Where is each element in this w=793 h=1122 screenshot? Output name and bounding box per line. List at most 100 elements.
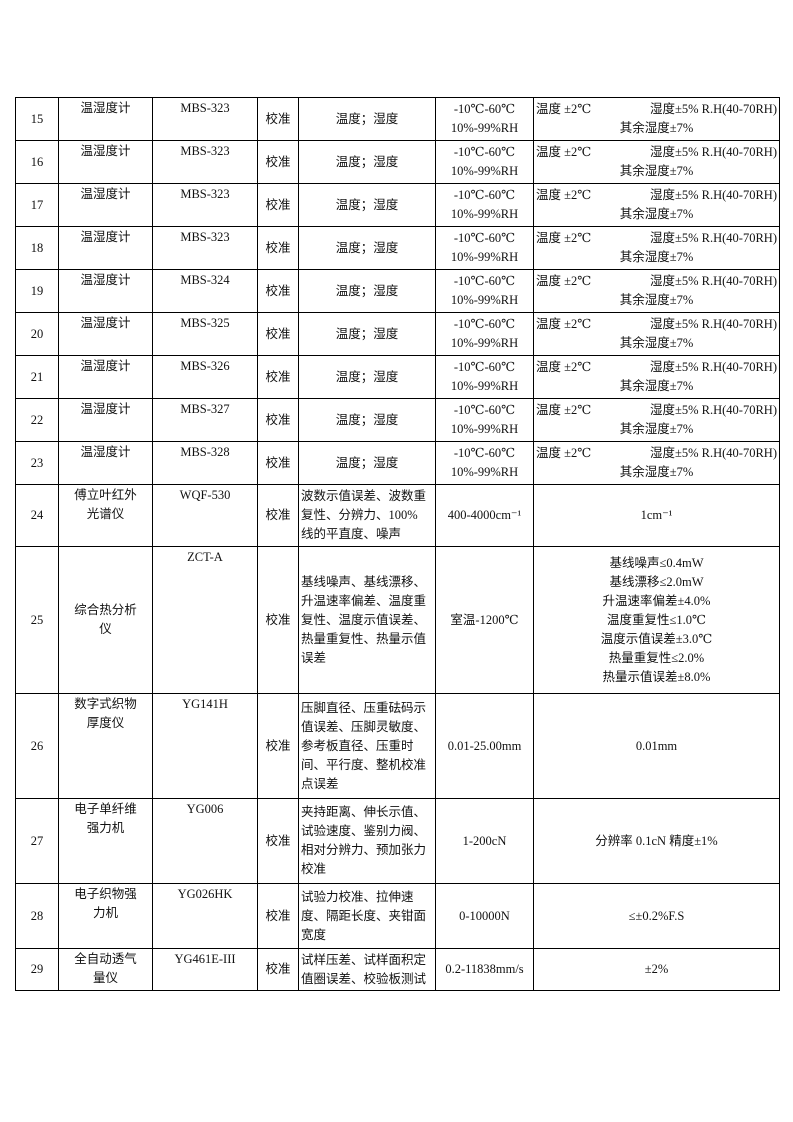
line: 28 (30, 908, 44, 923)
line: MBS-323 (180, 144, 230, 158)
cell-method: 校准 (257, 140, 299, 184)
line: 试验力校准、拉伸速 (301, 889, 414, 904)
cell-name: 综合热分析仪 (58, 546, 153, 694)
line: 力机 (92, 906, 118, 920)
line: 其余湿度±7% (619, 336, 694, 350)
line: 1cm⁻¹ (640, 508, 673, 522)
cell-params: 波数示值误差、波数重 复性、分辨力、100% 线的平直度、噪声 (298, 484, 436, 547)
cell-params: 温度；湿度 (298, 226, 436, 270)
cell-no: 24 (15, 484, 59, 547)
line: 其余湿度±7% (619, 250, 694, 264)
line: 温度；湿度 (335, 154, 399, 169)
text: 湿度±5% R.H(40-70RH) (650, 102, 777, 116)
cell-model: WQF-530 (152, 484, 258, 547)
line: MBS-323 (180, 230, 230, 244)
cell-range: 室温-1200℃ (435, 546, 534, 694)
line: 度、隔距长度、夹钳面 (301, 908, 427, 923)
cell-name: 温湿度计 (58, 97, 153, 141)
text: 温度 ±2℃ (536, 274, 592, 288)
cell-method: 校准 (257, 883, 299, 949)
cell-params: 温度；湿度 (298, 355, 436, 399)
cell-params: 温度；湿度 (298, 398, 436, 442)
line: 0.01-25.00mm (447, 738, 522, 753)
cell-model: MBS-328 (152, 441, 258, 485)
cell-model: MBS-325 (152, 312, 258, 356)
line: -10℃-60℃ (453, 231, 516, 245)
cell-range: 0.2-11838mm/s (435, 948, 534, 991)
line: 量仪 (92, 971, 118, 985)
line: YG141H (182, 697, 228, 711)
line: 温湿度计 (80, 316, 131, 330)
line: MBS-323 (180, 187, 230, 201)
text: 温度 ±2℃ (536, 145, 592, 159)
line: ≤±0.2%F.S (628, 908, 685, 923)
line: 其余湿度±7% (619, 164, 694, 178)
line: 温湿度计 (80, 402, 131, 416)
line: 校准 (265, 962, 291, 976)
cell-no: 16 (15, 140, 59, 184)
line: 温湿度计 (80, 187, 131, 201)
line: 热量示值误差±8.0% (602, 669, 711, 684)
line: 校准 (265, 738, 291, 753)
line: 基线漂移≤2.0mW (609, 574, 704, 589)
line: 温湿度计 (80, 359, 131, 373)
line: MBS-325 (180, 316, 230, 330)
line: 26 (30, 738, 44, 753)
line: 10%-99%RH (450, 207, 519, 221)
line: YG461E-III (174, 952, 236, 966)
table-row: 17 温湿度计 MBS-323 校准 温度；湿度 -10℃-60℃ 10%-99%RH 温度 … (15, 183, 780, 227)
line: 强力机 (86, 821, 125, 835)
cell-accuracy: 温度 ±2℃ 湿度±5% R.H(40-70RH) 其余湿度±7% (533, 312, 780, 356)
text: 湿度±5% R.H(40-70RH) (650, 446, 777, 460)
line: -10℃-60℃ (453, 188, 516, 202)
line: 温湿度计 (80, 273, 131, 287)
cell-name: 全自动透气 量仪 (58, 948, 153, 991)
text: 温度 ±2℃ (536, 102, 592, 116)
cell-model: MBS-323 (152, 97, 258, 141)
cell-model: YG006 (152, 798, 258, 884)
line: 其余湿度±7% (619, 379, 694, 393)
table-row: 19 温湿度计 MBS-324 校准 温度；湿度 -10℃-60℃ 10%-99%RH 温度 … (15, 269, 780, 313)
line: 升温速率偏差、温度重 (301, 593, 427, 608)
cell-accuracy: ±2% (533, 948, 780, 991)
line: 其余湿度±7% (619, 465, 694, 479)
line: 全自动透气 (74, 952, 137, 966)
cell-accuracy: 温度 ±2℃ 湿度±5% R.H(40-70RH) 其余湿度±7% (533, 398, 780, 442)
cell-method: 校准 (257, 948, 299, 991)
line: 复性、分辨力、100% (301, 508, 418, 522)
line: 10%-99%RH (450, 336, 519, 350)
line: 21 (30, 369, 44, 384)
cell-method: 校准 (257, 398, 299, 442)
line: 温度 ±2℃ 湿度±5% R.H(40-70RH) (536, 100, 777, 119)
cell-params: 夹持距离、伸长示值、 试验速度、鉴别力阀、 相对分辨力、预加张力 校准 (298, 798, 436, 884)
table-row: 16 温湿度计 MBS-323 校准 温度；湿度 -10℃-60℃ 10%-99%RH 温度 … (15, 140, 780, 184)
table-row: 23 温湿度计 MBS-328 校准 温度；湿度 -10℃-60℃ 10%-99%RH 温度 … (15, 441, 780, 485)
text: 湿度±5% R.H(40-70RH) (650, 145, 777, 159)
cell-method: 校准 (257, 484, 299, 547)
line: 10%-99%RH (450, 164, 519, 178)
line: 温湿度计 (80, 230, 131, 244)
line: 温度；湿度 (335, 412, 399, 427)
line: 10%-99%RH (450, 465, 519, 479)
line: 18 (30, 240, 44, 255)
line: MBS-324 (180, 273, 230, 287)
cell-range: -10℃-60℃ 10%-99%RH (435, 441, 534, 485)
line: 温度 ±2℃ 湿度±5% R.H(40-70RH) (536, 186, 777, 205)
cell-no: 20 (15, 312, 59, 356)
cell-params: 基线噪声、基线漂移、 升温速率偏差、温度重 复性、温度示值误差、 热量重复性、热量示值… (298, 546, 436, 694)
line: 10%-99%RH (450, 121, 519, 135)
cell-model: MBS-326 (152, 355, 258, 399)
line: ZCT-A (187, 550, 223, 564)
line: MBS-326 (180, 359, 230, 373)
text: 湿度±5% R.H(40-70RH) (650, 188, 777, 202)
line: 校准 (265, 833, 291, 848)
line: 傅立叶红外 (74, 488, 137, 502)
line: -10℃-60℃ (453, 317, 516, 331)
table-row: 18 温湿度计 MBS-323 校准 温度；湿度 -10℃-60℃ 10%-99%RH 温度 … (15, 226, 780, 270)
cell-no: 19 (15, 269, 59, 313)
line: 16 (30, 154, 44, 169)
cell-no: 22 (15, 398, 59, 442)
cell-range: 0-10000N (435, 883, 534, 949)
text: 温度 ±2℃ (536, 188, 592, 202)
